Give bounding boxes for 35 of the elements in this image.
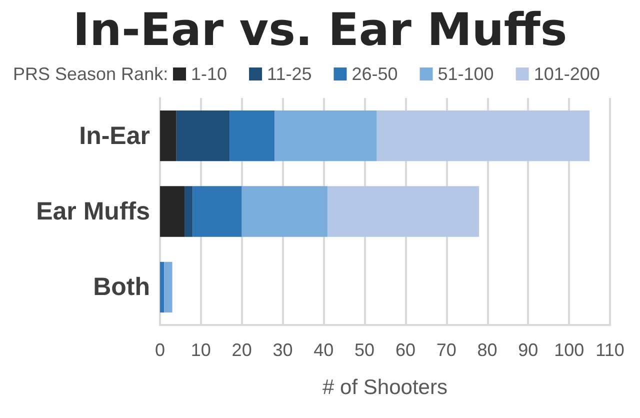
x-tick-label: 0 (154, 340, 166, 360)
x-tick-label: 110 (596, 340, 624, 360)
bar (230, 110, 275, 162)
bar (242, 186, 328, 237)
x-tick-label: 60 (395, 340, 416, 360)
legend-title: PRS Season Rank: (13, 64, 168, 84)
legend-label: 11-25 (267, 64, 312, 84)
x-tick-label: 20 (232, 340, 252, 360)
legend-label: 51-100 (438, 64, 494, 84)
legend-label: 26-50 (352, 64, 398, 84)
bar (160, 262, 164, 313)
y-tick-label: Both (93, 273, 150, 302)
x-tick-label: 10 (190, 340, 211, 360)
x-tick-label: 100 (554, 340, 584, 360)
x-tick-label: 80 (477, 340, 498, 360)
y-tick-label: Ear Muffs (36, 198, 150, 226)
legend-label: 101-200 (534, 64, 600, 84)
x-tick-label: 70 (436, 340, 456, 360)
bar (328, 186, 480, 237)
bar (192, 186, 242, 237)
y-tick-label: In-Ear (79, 122, 150, 150)
x-tick-label: 50 (354, 340, 375, 360)
x-axis-title: # of Shooters (322, 376, 448, 399)
legend-label: 1-10 (191, 64, 228, 84)
bar (184, 186, 193, 237)
x-tick-label: 90 (518, 340, 538, 360)
bar (160, 110, 176, 162)
bar (160, 186, 185, 237)
bar (176, 110, 230, 162)
bar (376, 110, 590, 162)
chart-title: In-Ear vs. Ear Muffs (72, 3, 568, 56)
bar (164, 262, 172, 313)
bar (274, 110, 377, 162)
x-tick-label: 40 (314, 340, 334, 360)
x-tick-label: 30 (272, 340, 293, 360)
